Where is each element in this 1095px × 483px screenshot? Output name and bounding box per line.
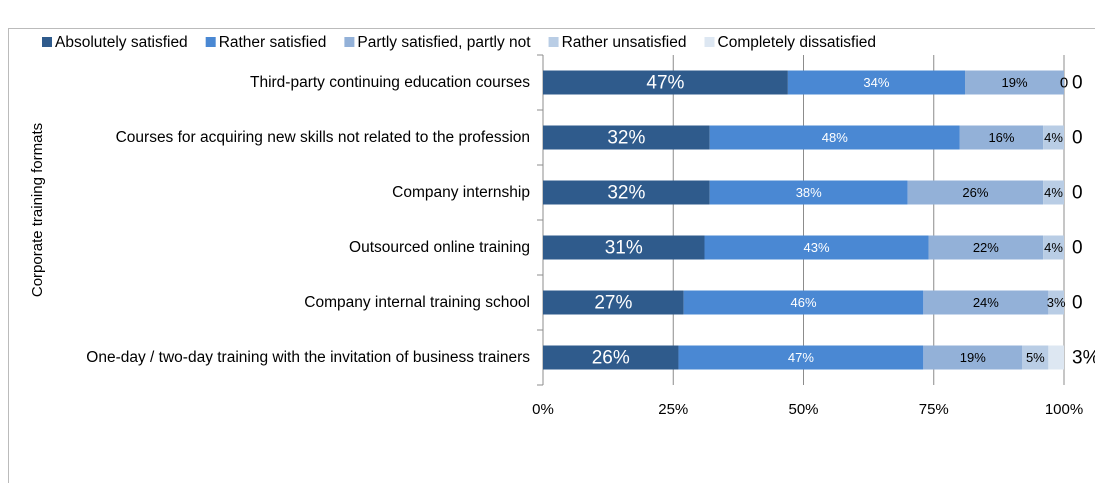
- data-label: 16%: [988, 130, 1014, 145]
- data-label: 5%: [1026, 350, 1045, 365]
- x-tick-label: 75%: [919, 401, 949, 418]
- category-text: Courses for acquiring new skills not rel…: [115, 129, 530, 146]
- bar-segment: [1048, 290, 1064, 315]
- data-label: 32%: [607, 183, 645, 204]
- data-label: 48%: [822, 130, 848, 145]
- bar-segment: [678, 345, 924, 370]
- legend-swatch: [548, 37, 559, 47]
- x-tick-label: 25%: [658, 401, 688, 418]
- bar-segment: [959, 125, 1044, 150]
- data-label: 0: [1072, 293, 1083, 314]
- bar-segment: [928, 235, 1044, 260]
- bar-segment: [1022, 345, 1049, 370]
- legend-swatch: [344, 37, 355, 47]
- data-label: 46%: [790, 295, 816, 310]
- data-label: 32%: [607, 128, 645, 149]
- bar-segment: [907, 180, 1044, 205]
- data-label: 0: [1072, 73, 1083, 94]
- legend-swatch: [704, 37, 715, 47]
- category-text: Company internship: [392, 184, 530, 201]
- data-label: 3%: [1072, 348, 1095, 369]
- bar-segment: [543, 70, 788, 95]
- data-label: 22%: [973, 240, 999, 255]
- data-label: 26%: [592, 348, 630, 369]
- data-label: 19%: [960, 350, 986, 365]
- y-tick-label: Company internal training school: [20, 278, 530, 328]
- legend-label: Rather unsatisfied: [562, 34, 687, 51]
- category-text: One-day / two-day training with the invi…: [86, 349, 530, 366]
- data-label: 4%: [1044, 130, 1063, 145]
- y-tick-label: Company internship: [20, 168, 530, 218]
- legend-label: Rather satisfied: [219, 34, 327, 51]
- data-label: 27%: [594, 293, 632, 314]
- data-label: 3%: [1047, 295, 1066, 310]
- bar-segment: [1043, 180, 1064, 205]
- data-label: 38%: [796, 185, 822, 200]
- data-label: 47%: [788, 350, 814, 365]
- category-text: Outsourced online training: [349, 239, 530, 256]
- x-tick-label: 100%: [1045, 401, 1083, 418]
- bar-segment: [965, 70, 1064, 95]
- x-tick-label: 0%: [532, 401, 554, 418]
- y-tick-label: Outsourced online training: [20, 223, 530, 273]
- data-label: 43%: [804, 240, 830, 255]
- chart-frame: [8, 28, 1095, 483]
- category-text: Third-party continuing education courses: [249, 74, 530, 91]
- bar-segment: [1043, 125, 1064, 150]
- legend-swatch: [205, 37, 216, 47]
- data-label: 0: [1072, 238, 1083, 259]
- bar-segment: [709, 125, 960, 150]
- bar-segment: [709, 180, 908, 205]
- bar-segment: [923, 345, 1023, 370]
- legend-label: Absolutely satisfied: [55, 34, 188, 51]
- bar-segment: [683, 290, 924, 315]
- data-label: 34%: [863, 75, 889, 90]
- data-label: 0: [1072, 183, 1083, 204]
- bar-segment: [543, 180, 710, 205]
- data-label: 4%: [1044, 185, 1063, 200]
- bar-segment: [543, 235, 705, 260]
- bar-segment: [543, 345, 679, 370]
- legend-swatch: [42, 37, 52, 47]
- y-tick-label: One-day / two-day training with the invi…: [20, 333, 530, 383]
- bar-segment: [704, 235, 929, 260]
- bar-segment: [543, 290, 684, 315]
- category-text: Company internal training school: [304, 294, 530, 311]
- data-label: 47%: [646, 73, 684, 94]
- data-label: 0: [1072, 128, 1083, 149]
- bar-segment: [787, 70, 966, 95]
- data-label: 0: [1060, 74, 1068, 91]
- legend-label: Partly satisfied, partly not: [357, 34, 531, 51]
- legend-label: Completely dissatisfied: [718, 34, 877, 51]
- data-label: 4%: [1044, 240, 1063, 255]
- bar-segment: [923, 290, 1049, 315]
- x-tick-label: 50%: [788, 401, 818, 418]
- y-axis-label: Corporate training formats: [29, 123, 46, 297]
- data-label: 24%: [973, 295, 999, 310]
- data-label: 19%: [1001, 75, 1027, 90]
- bar-segment: [1048, 345, 1064, 370]
- y-tick-label: Third-party continuing education courses: [20, 58, 530, 108]
- data-label: 26%: [962, 185, 988, 200]
- bar-segment: [543, 125, 710, 150]
- data-label: 31%: [605, 238, 643, 259]
- bar-segment: [1043, 235, 1064, 260]
- y-tick-label: Courses for acquiring new skills not rel…: [20, 113, 530, 163]
